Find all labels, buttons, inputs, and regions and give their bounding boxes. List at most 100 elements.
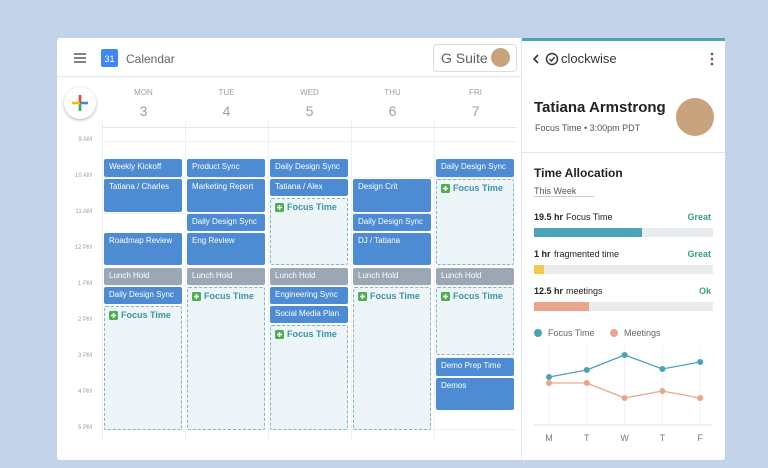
event[interactable]: Daily Design Sync <box>436 159 514 177</box>
focus-icon <box>441 184 450 193</box>
user-status: Focus Time • 3:00pm PDT <box>535 123 641 133</box>
focus-block[interactable]: Focus Time <box>436 179 514 265</box>
legend-label: Meetings <box>624 328 661 338</box>
focus-icon <box>358 292 367 301</box>
column-line <box>351 120 352 440</box>
column-line <box>185 127 268 128</box>
data-point <box>659 388 666 394</box>
day-name: WED <box>300 88 319 97</box>
day-date: 3 <box>139 103 148 119</box>
focus-icon <box>109 311 118 320</box>
x-tick-label: M <box>545 433 553 443</box>
hour-line <box>102 177 517 178</box>
section-title: Time Allocation <box>534 166 623 180</box>
focus-icon <box>192 292 201 301</box>
event[interactable]: Roadmap Review <box>104 233 182 265</box>
legend-dot <box>610 329 618 337</box>
metric-hours: 19.5 hr <box>534 212 564 222</box>
day-date: 6 <box>388 103 397 119</box>
event[interactable]: Tatiana / Charles <box>104 179 182 212</box>
data-point <box>621 352 628 358</box>
data-point <box>659 366 666 372</box>
column-line <box>434 120 435 440</box>
time-label: 2 PM <box>77 317 92 323</box>
event[interactable]: Product Sync <box>187 159 265 177</box>
event[interactable]: Daily Design Sync <box>187 214 265 231</box>
legend-label: Focus Time <box>548 328 595 338</box>
lunch-hold[interactable]: Lunch Hold <box>353 268 431 285</box>
time-label: 10 AM <box>74 173 92 179</box>
day-name: FRI <box>469 88 482 97</box>
focus-block[interactable]: Focus Time <box>353 287 431 430</box>
focus-block[interactable]: Focus Time <box>270 198 348 265</box>
divider <box>521 38 522 460</box>
focus-icon <box>441 292 450 301</box>
event[interactable]: Daily Design Sync <box>353 214 431 231</box>
time-label: 12 PM <box>74 245 92 251</box>
event[interactable]: Tatiana / Alex <box>270 179 348 196</box>
day-date: 4 <box>222 103 231 119</box>
event[interactable]: Demo Prep Time <box>436 358 514 376</box>
legend-dot <box>534 329 542 337</box>
calendar-icon: 31 <box>101 49 118 67</box>
metric-rating: Great <box>687 212 711 222</box>
focus-block[interactable]: Focus Time <box>187 287 265 430</box>
x-tick-label: T <box>584 433 590 443</box>
event[interactable]: Daily Design Sync <box>104 287 182 304</box>
data-point <box>546 380 552 386</box>
focus-block[interactable]: Focus Time <box>436 287 514 355</box>
event[interactable]: Demos <box>436 378 514 410</box>
lunch-hold[interactable]: Lunch Hold <box>187 268 265 285</box>
metric-label: fragmented time <box>554 249 620 259</box>
sidebar-accent <box>522 38 725 41</box>
gsuite-button[interactable] <box>433 44 517 72</box>
x-tick-label: W <box>620 433 629 443</box>
lunch-hold[interactable]: Lunch Hold <box>436 268 514 285</box>
create-button[interactable] <box>64 87 96 119</box>
event[interactable]: Engineering Sync <box>270 287 348 304</box>
user-photo <box>676 98 714 136</box>
event[interactable]: DJ / Tatiana <box>353 233 431 265</box>
metric-label: meetings <box>566 286 603 296</box>
focus-block[interactable]: Focus Time <box>270 325 348 430</box>
lunch-hold[interactable]: Lunch Hold <box>270 268 348 285</box>
metric-label: Focus Time <box>566 212 613 222</box>
avatar[interactable] <box>491 48 510 67</box>
focus-block[interactable]: Focus Time <box>104 306 182 430</box>
metric-track <box>534 302 713 311</box>
metric-fill <box>534 302 589 311</box>
period-select[interactable]: This Week <box>534 186 595 197</box>
metric-rating: Ok <box>698 286 711 296</box>
day-name: MON <box>134 88 153 97</box>
event[interactable]: Weekly Kickoff <box>104 159 182 177</box>
event[interactable]: Eng Review <box>187 233 265 265</box>
column-line <box>102 127 185 128</box>
event[interactable]: Daily Design Sync <box>270 159 348 177</box>
event[interactable]: Marketing Report <box>187 179 265 212</box>
data-point <box>697 395 704 401</box>
lunch-hold[interactable]: Lunch Hold <box>104 268 182 285</box>
metric-hours: 12.5 hr <box>534 286 564 296</box>
day-name: TUE <box>218 88 235 97</box>
event[interactable]: Design Crit <box>353 179 431 212</box>
focus-icon <box>275 330 284 339</box>
time-label: 11 AM <box>75 209 92 215</box>
column-line <box>268 127 351 128</box>
brand: clockwise <box>561 51 617 66</box>
menu-icon[interactable] <box>73 52 87 64</box>
trend-chart: M T W T F Focus Time Meetings <box>534 328 712 443</box>
metric-track <box>534 265 713 274</box>
metric-rating: Great <box>687 249 711 259</box>
data-point <box>583 367 590 373</box>
more-icon[interactable] <box>709 52 715 66</box>
event[interactable]: Social Media Plan <box>270 306 348 323</box>
divider <box>522 152 725 153</box>
column-line <box>268 120 269 440</box>
back-icon[interactable] <box>531 53 541 65</box>
day-date: 5 <box>305 103 314 119</box>
data-point <box>697 359 704 365</box>
time-label: 9 AM <box>78 137 92 143</box>
day-date: 7 <box>471 103 480 119</box>
column-line <box>351 127 434 128</box>
